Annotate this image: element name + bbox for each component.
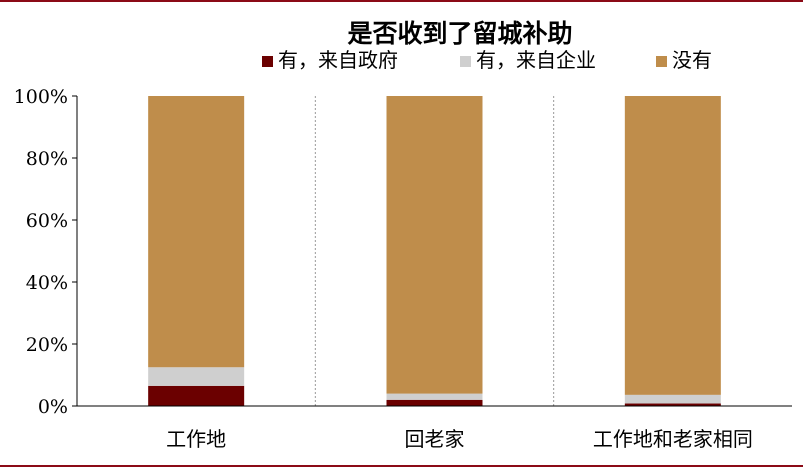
y-tick-label-4: 80% xyxy=(26,148,68,170)
bar-segment-0-2 xyxy=(148,96,245,368)
x-tick-label-2: 工作地和老家相同 xyxy=(593,427,753,451)
legend-swatch-2 xyxy=(656,56,667,67)
top-border xyxy=(0,0,803,2)
chart-title: 是否收到了留城补助 xyxy=(347,19,572,48)
bar-segment-0-0 xyxy=(148,385,245,406)
legend-label-0: 有，来自政府 xyxy=(278,48,398,72)
y-axis: 0% 20% 40% 60% 80% 100% xyxy=(14,86,78,418)
legend-label-1: 有，来自企业 xyxy=(476,48,596,72)
bar-segment-1-0 xyxy=(386,399,483,406)
legend-swatch-1 xyxy=(460,56,471,67)
bar-segment-1-2 xyxy=(386,96,483,394)
bar-segment-2-2 xyxy=(624,96,721,395)
legend-swatch-0 xyxy=(262,56,273,67)
bar-segment-1-1 xyxy=(386,393,483,400)
bars xyxy=(148,96,721,406)
y-tick-label-5: 100% xyxy=(14,86,68,108)
bottom-border xyxy=(0,465,803,467)
y-tick-label-3: 60% xyxy=(26,210,68,232)
bar-segment-2-1 xyxy=(624,394,721,404)
legend-label-2: 没有 xyxy=(672,48,712,72)
bar-segment-0-1 xyxy=(148,367,245,386)
y-tick-label-2: 40% xyxy=(26,272,68,294)
x-axis: 工作地 回老家 工作地和老家相同 xyxy=(77,405,792,451)
x-tick-label-1: 回老家 xyxy=(405,427,465,451)
y-tick-label-1: 20% xyxy=(26,334,68,356)
bar-segment-2-0 xyxy=(624,403,721,406)
y-tick-label-0: 0% xyxy=(38,396,68,418)
legend: 有，来自政府 有，来自企业 没有 xyxy=(262,48,712,72)
x-tick-label-0: 工作地 xyxy=(166,427,226,451)
